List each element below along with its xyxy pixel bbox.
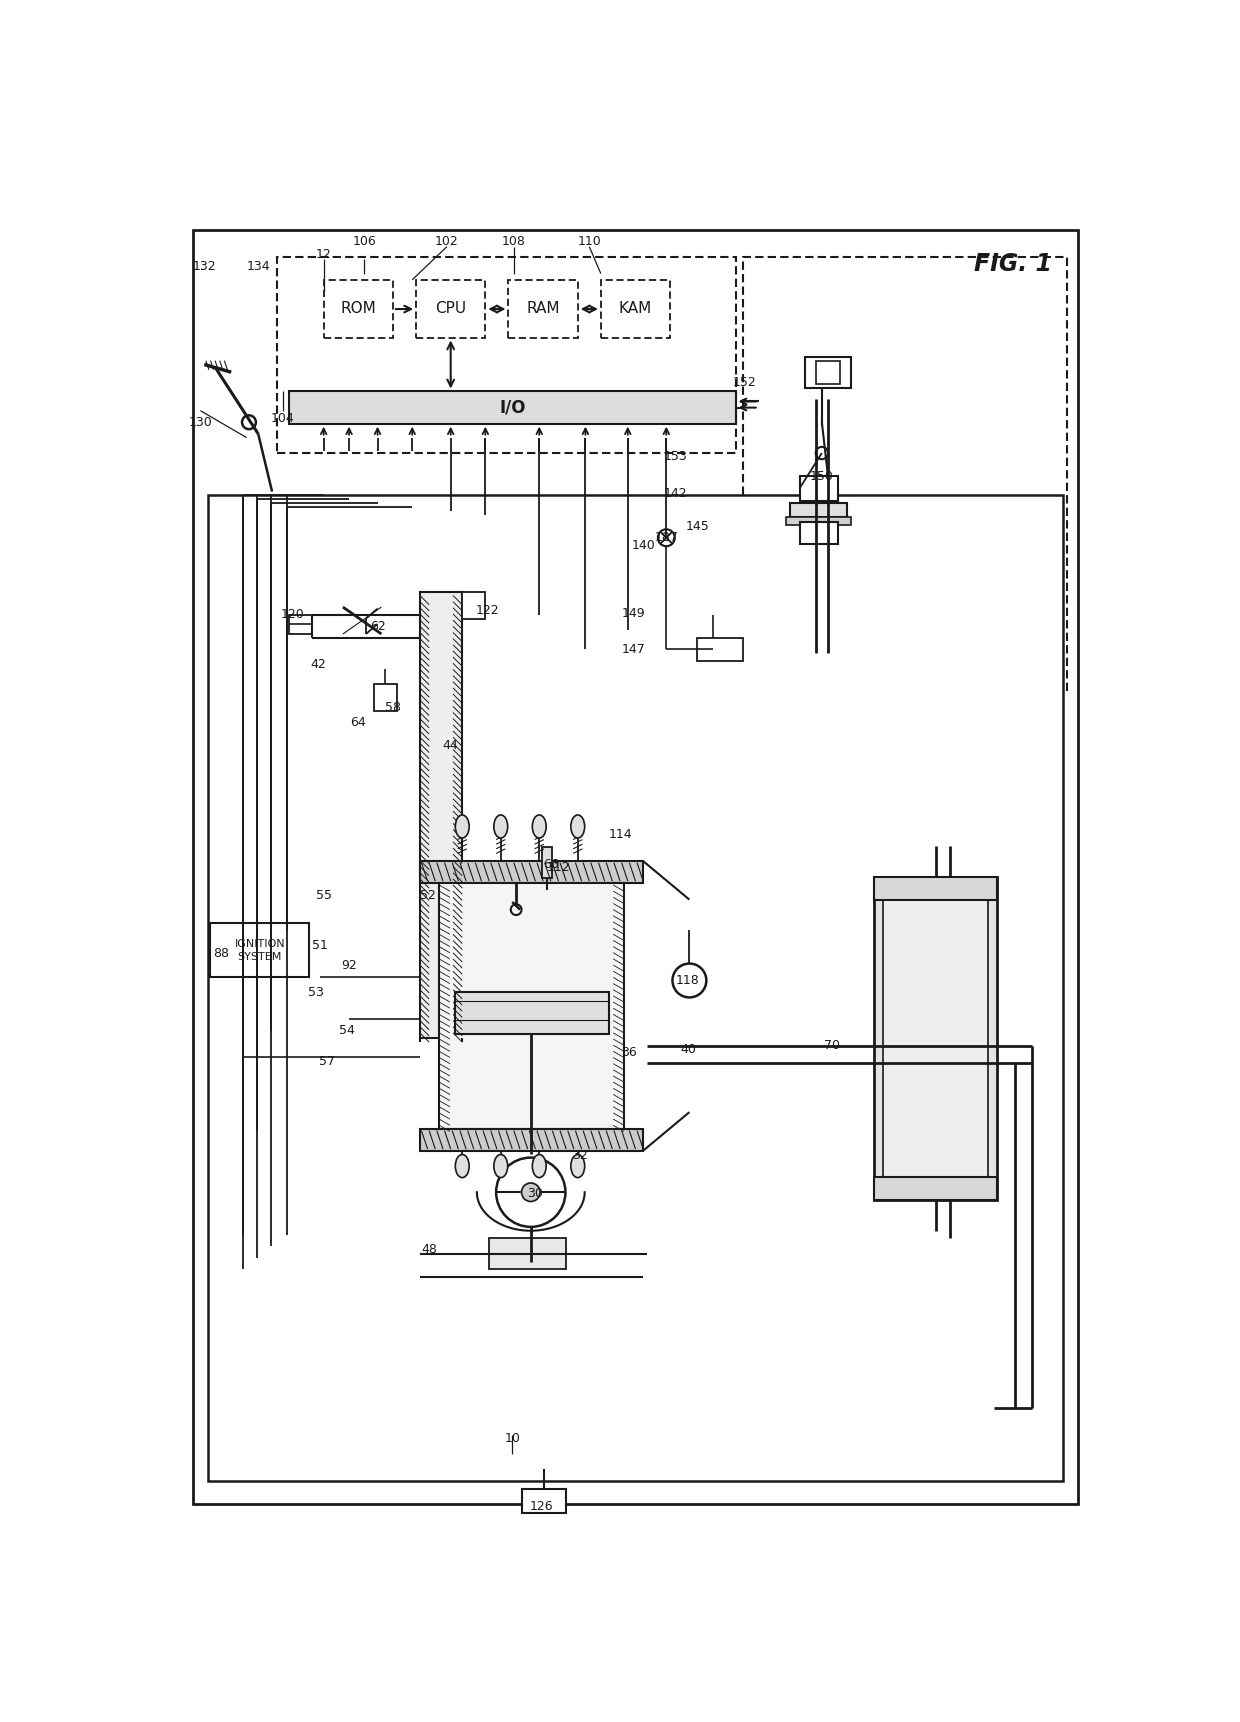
Text: 30: 30: [527, 1186, 543, 1200]
Ellipse shape: [455, 815, 469, 839]
Bar: [463, 592, 485, 618]
Text: I/O: I/O: [498, 398, 526, 417]
Text: 55: 55: [316, 889, 331, 902]
Bar: [420, 861, 644, 883]
Bar: [289, 615, 312, 634]
Bar: [508, 279, 578, 338]
Text: 70: 70: [823, 1040, 839, 1052]
Text: 62: 62: [370, 620, 386, 632]
Bar: [289, 391, 735, 424]
Text: SYSTEM: SYSTEM: [238, 952, 281, 963]
Bar: [211, 923, 309, 976]
Text: 122: 122: [476, 604, 500, 618]
Text: 110: 110: [578, 234, 601, 248]
Text: CPU: CPU: [435, 301, 466, 315]
Text: FIG. 1: FIG. 1: [973, 253, 1052, 277]
Ellipse shape: [532, 1154, 546, 1178]
Bar: [490, 1238, 567, 1269]
Text: 44: 44: [443, 739, 459, 753]
Text: 10: 10: [505, 1433, 521, 1445]
Text: 150: 150: [810, 470, 833, 482]
Text: 57: 57: [320, 1056, 336, 1068]
Text: 52: 52: [419, 889, 435, 902]
Bar: [743, 257, 1066, 692]
Text: 106: 106: [352, 234, 376, 248]
Bar: [800, 522, 838, 544]
Text: RAM: RAM: [526, 301, 559, 315]
Text: 64: 64: [351, 716, 366, 728]
Bar: [883, 885, 988, 1190]
Text: KAM: KAM: [619, 301, 652, 315]
Bar: [373, 684, 397, 711]
Text: ROM: ROM: [341, 301, 376, 315]
Bar: [786, 517, 851, 525]
Bar: [800, 477, 838, 501]
Text: 120: 120: [281, 608, 305, 622]
Text: 102: 102: [435, 234, 459, 248]
Text: 36: 36: [621, 1045, 637, 1059]
Text: 108: 108: [502, 234, 526, 248]
Text: IGNITION: IGNITION: [234, 938, 285, 949]
Text: 58: 58: [384, 701, 401, 713]
Bar: [874, 876, 997, 1200]
Ellipse shape: [455, 1154, 469, 1178]
Bar: [542, 847, 552, 878]
Text: 126: 126: [529, 1500, 553, 1514]
Text: 12: 12: [316, 248, 331, 260]
Text: 92: 92: [341, 959, 357, 971]
Text: 132: 132: [192, 260, 216, 274]
Text: 42: 42: [310, 658, 326, 672]
Text: 51: 51: [312, 938, 327, 952]
Text: 54: 54: [339, 1025, 355, 1037]
Bar: [455, 992, 609, 1035]
Bar: [208, 496, 1063, 1481]
Ellipse shape: [532, 815, 546, 839]
Text: 187: 187: [655, 532, 678, 544]
Text: 112: 112: [547, 861, 570, 873]
Bar: [697, 637, 743, 661]
Bar: [324, 279, 393, 338]
Bar: [417, 279, 485, 338]
Text: 40: 40: [680, 1044, 696, 1056]
Text: 153: 153: [663, 451, 687, 463]
Text: 104: 104: [272, 412, 295, 425]
Text: 118: 118: [676, 975, 699, 987]
Circle shape: [522, 1183, 541, 1202]
Text: 149: 149: [621, 606, 645, 620]
Text: 152: 152: [733, 375, 756, 389]
Ellipse shape: [494, 815, 507, 839]
Bar: [601, 279, 670, 338]
Bar: [874, 1176, 997, 1200]
Text: 53: 53: [308, 985, 324, 999]
Ellipse shape: [494, 1154, 507, 1178]
Bar: [790, 503, 847, 517]
Ellipse shape: [570, 1154, 585, 1178]
Text: 88: 88: [213, 947, 229, 961]
Text: 145: 145: [686, 520, 709, 532]
Bar: [420, 592, 463, 1038]
Bar: [874, 876, 997, 899]
Ellipse shape: [570, 815, 585, 839]
Bar: [522, 1490, 567, 1514]
Text: 48: 48: [422, 1243, 436, 1257]
Text: 147: 147: [621, 642, 645, 656]
Bar: [816, 360, 839, 384]
Bar: [439, 883, 624, 1130]
Text: 32: 32: [572, 1149, 588, 1162]
Text: 140: 140: [631, 539, 655, 553]
Bar: [420, 1130, 644, 1150]
Text: 134: 134: [247, 260, 270, 274]
Text: 114: 114: [609, 828, 632, 840]
Text: 142: 142: [663, 487, 687, 499]
Bar: [278, 257, 735, 453]
Text: 130: 130: [188, 415, 212, 429]
Text: 66: 66: [543, 859, 559, 871]
Bar: [805, 356, 851, 387]
